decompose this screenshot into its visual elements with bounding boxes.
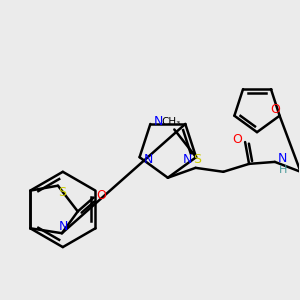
Text: N: N [144,153,153,166]
Text: H: H [279,165,287,175]
Text: O: O [232,133,242,146]
Text: N: N [182,153,192,166]
Text: O: O [97,189,106,202]
Text: S: S [58,186,66,199]
Text: N: N [59,220,69,233]
Text: S: S [194,153,202,167]
Text: CH₃: CH₃ [162,116,181,127]
Text: N: N [278,152,287,165]
Text: N: N [154,116,163,128]
Text: O: O [270,103,280,116]
